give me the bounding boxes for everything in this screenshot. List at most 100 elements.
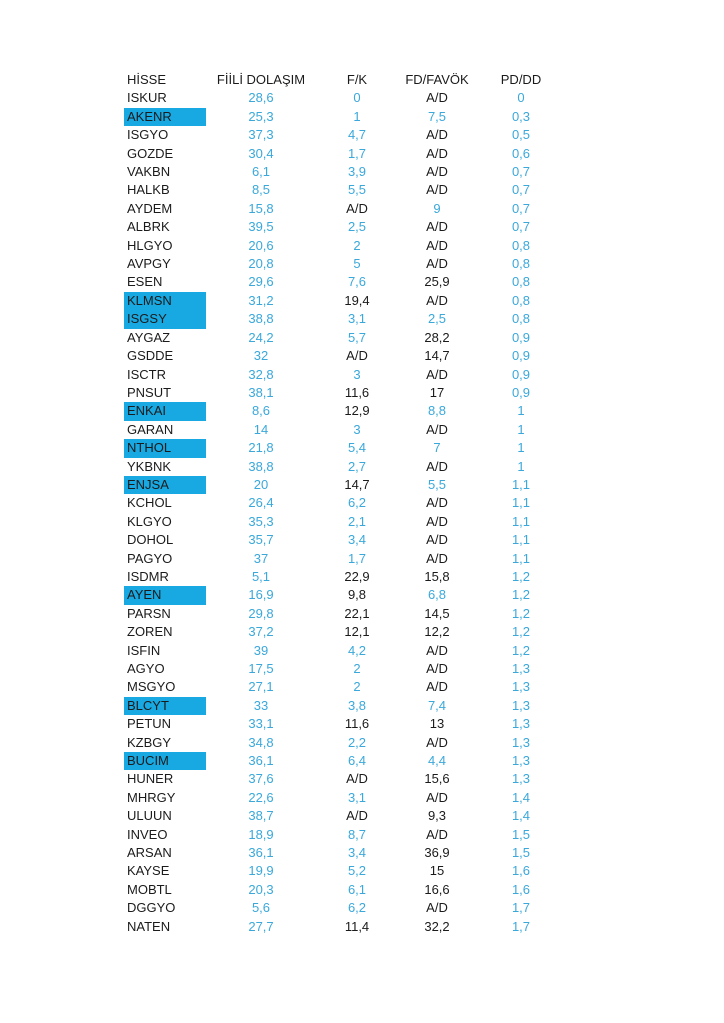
- stock-ticker-cell: HALKB: [127, 182, 170, 198]
- fk-value: 5,7: [347, 329, 367, 345]
- table-row: AVPGY 20,8 5 A/D 0,8: [124, 255, 566, 273]
- fiili-dolasim-value: 38,8: [248, 311, 274, 327]
- stock-ticker-cell: ALBRK: [127, 219, 170, 235]
- fd-favok-value: A/D: [426, 789, 448, 805]
- fd-favok-value: 32,2: [424, 918, 450, 934]
- fk-value: 14,7: [344, 476, 370, 492]
- fk-value: 2: [353, 237, 361, 253]
- table-row: AKENR 25,3 1 7,5 0,3: [124, 107, 566, 127]
- table-row: KZBGY 34,8 2,2 A/D 1,3: [124, 734, 566, 752]
- pd-dd-value: 1,3: [511, 771, 531, 787]
- fk-value: A/D: [346, 771, 368, 787]
- stock-ticker-cell: PNSUT: [127, 384, 172, 400]
- table-row: ISDMR 5,1 22,9 15,8 1,2: [124, 568, 566, 586]
- fk-value: 3,9: [347, 164, 367, 180]
- fiili-dolasim-value: 38,7: [248, 808, 274, 824]
- table-row: GOZDE 30,4 1,7 A/D 0,6: [124, 145, 566, 163]
- fd-favok-value: A/D: [426, 900, 448, 916]
- fd-favok-value: 4,4: [427, 753, 447, 769]
- table-row: PARSN 29,8 22,1 14,5 1,2: [124, 605, 566, 623]
- fd-favok-value: A/D: [426, 366, 448, 382]
- stock-ticker-cell: ULUUN: [127, 808, 172, 824]
- fd-favok-value: A/D: [426, 826, 448, 842]
- pd-dd-value: 0,8: [511, 256, 531, 272]
- fd-favok-value: 9,3: [427, 808, 447, 824]
- fd-favok-value: 17: [429, 384, 445, 400]
- fk-value: 3,4: [347, 532, 367, 548]
- table-row: KLGYO 35,3 2,1 A/D 1,1: [124, 513, 566, 531]
- fd-favok-value: A/D: [426, 495, 448, 511]
- fk-value: 4,7: [347, 127, 367, 143]
- fd-favok-value: 14,5: [424, 605, 450, 621]
- stock-ticker-cell: MHRGY: [127, 789, 176, 805]
- stock-ticker-cell: ZOREN: [127, 624, 173, 640]
- fiili-dolasim-value: 19,9: [248, 863, 274, 879]
- pd-dd-value: 0,9: [511, 366, 531, 382]
- fiili-dolasim-value: 38,8: [248, 458, 274, 474]
- pd-dd-value: 1,7: [511, 918, 531, 934]
- stock-ticker-cell: GOZDE: [127, 145, 174, 161]
- pd-dd-value: 0,7: [511, 219, 531, 235]
- fd-favok-value: A/D: [426, 532, 448, 548]
- pd-dd-value: 1,7: [511, 900, 531, 916]
- fiili-dolasim-value: 37,2: [248, 624, 274, 640]
- fd-favok-value: 28,2: [424, 329, 450, 345]
- pd-dd-value: 0,5: [511, 127, 531, 143]
- fk-value: 3,1: [347, 789, 367, 805]
- fk-value: 3: [353, 421, 361, 437]
- fiili-dolasim-value: 15,8: [248, 200, 274, 216]
- fiili-dolasim-value: 14: [253, 421, 269, 437]
- column-header-fiili-dolasim: FİİLİ DOLAŞIM: [216, 72, 306, 87]
- fk-value: 3,1: [347, 311, 367, 327]
- stock-ticker-cell: BUCIM: [124, 752, 206, 771]
- table-row: GSDDE 32 A/D 14,7 0,9: [124, 347, 566, 365]
- stock-ticker-cell: PETUN: [127, 716, 172, 732]
- pd-dd-value: 0,8: [511, 311, 531, 327]
- pd-dd-value: 1,1: [511, 495, 531, 511]
- fd-favok-value: A/D: [426, 550, 448, 566]
- stock-ticker-cell: MSGYO: [127, 679, 176, 695]
- fk-value: 2: [353, 661, 361, 676]
- fk-value: 1: [353, 108, 361, 124]
- fk-value: 12,9: [344, 403, 370, 419]
- fd-favok-value: 7,4: [427, 697, 447, 713]
- fd-favok-value: A/D: [426, 90, 448, 106]
- fiili-dolasim-value: 34,8: [248, 734, 274, 750]
- fd-favok-value: A/D: [426, 219, 448, 235]
- table-row: GARAN 14 3 A/D 1: [124, 421, 566, 439]
- table-row: ZOREN 37,2 12,1 12,2 1,2: [124, 623, 566, 641]
- stock-ticker-cell: ISGSY: [124, 310, 206, 329]
- fd-favok-value: A/D: [426, 734, 448, 750]
- pd-dd-value: 1,3: [511, 716, 531, 732]
- pd-dd-value: 0,8: [511, 237, 531, 253]
- fk-value: A/D: [346, 348, 368, 364]
- pd-dd-value: 1,6: [511, 863, 531, 879]
- fk-value: 9,8: [347, 587, 367, 603]
- column-header-hisse: HİSSE: [127, 72, 167, 87]
- pd-dd-value: 0,9: [511, 329, 531, 345]
- stock-ticker-cell: VAKBN: [127, 164, 171, 180]
- pd-dd-value: 0,9: [511, 348, 531, 364]
- table-row: AYDEM 15,8 A/D 9 0,7: [124, 200, 566, 218]
- fiili-dolasim-value: 33,1: [248, 716, 274, 732]
- pd-dd-value: 1,5: [511, 845, 531, 861]
- stock-ticker-cell: MOBTL: [127, 881, 172, 897]
- fd-favok-value: 36,9: [424, 845, 450, 861]
- fk-value: 5,4: [347, 440, 367, 456]
- stock-ticker-cell: DOHOL: [127, 532, 174, 548]
- table-row: KLMSN 31,2 19,4 A/D 0,8: [124, 291, 566, 311]
- pd-dd-value: 0,6: [511, 145, 531, 161]
- stock-ticker-cell: AYDEM: [127, 200, 173, 216]
- fiili-dolasim-value: 29,8: [248, 605, 274, 621]
- fiili-dolasim-value: 26,4: [248, 495, 274, 511]
- fiili-dolasim-value: 33: [253, 697, 269, 713]
- fiili-dolasim-value: 35,7: [248, 532, 274, 548]
- table-row: PAGYO 37 1,7 A/D 1,1: [124, 550, 566, 568]
- fd-favok-value: 5,5: [427, 476, 447, 492]
- fk-value: 22,1: [344, 605, 370, 621]
- fiili-dolasim-value: 37,6: [248, 771, 274, 787]
- stock-ticker-cell: AVPGY: [127, 256, 171, 272]
- stock-ticker-cell: GSDDE: [127, 348, 174, 364]
- table-row: NATEN 27,7 11,4 32,2 1,7: [124, 918, 566, 936]
- fd-favok-value: 7,5: [427, 108, 447, 124]
